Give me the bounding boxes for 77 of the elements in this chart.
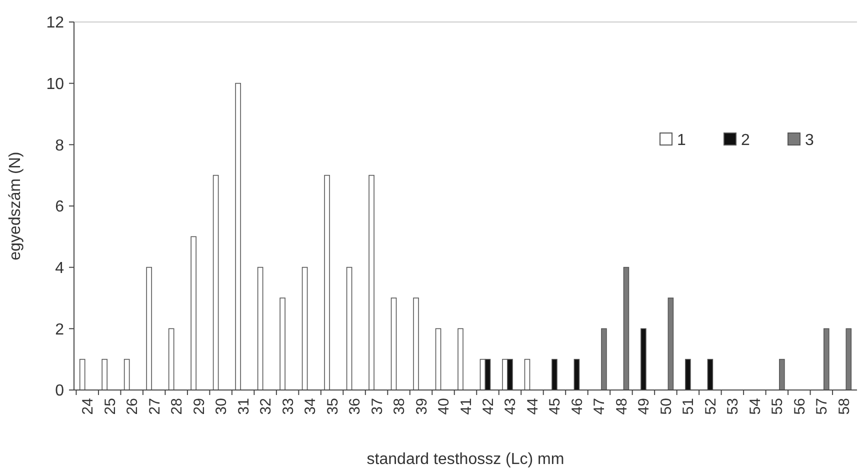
bar bbox=[524, 358, 530, 390]
bar bbox=[146, 266, 152, 390]
x-tick-label: 34 bbox=[302, 398, 320, 415]
x-tick-label: 36 bbox=[346, 398, 364, 415]
y-tick-label: 12 bbox=[46, 14, 64, 32]
bar bbox=[574, 358, 580, 390]
bar bbox=[257, 266, 264, 390]
x-tick-label: 54 bbox=[746, 398, 764, 415]
y-tick-label: 0 bbox=[55, 382, 64, 400]
x-axis-title: standard testhossz (Lc) mm bbox=[366, 451, 564, 468]
x-tick-label: 47 bbox=[591, 398, 608, 415]
bar bbox=[846, 328, 852, 390]
bar bbox=[623, 266, 630, 390]
bar bbox=[413, 298, 419, 390]
bar bbox=[668, 298, 674, 390]
x-tick-label: 37 bbox=[368, 398, 386, 415]
x-tick-label: 29 bbox=[190, 398, 208, 415]
x-tick-label: 35 bbox=[324, 398, 342, 415]
x-tick-label: 28 bbox=[168, 398, 186, 415]
bar bbox=[779, 358, 785, 390]
x-tick-label: 24 bbox=[80, 398, 97, 415]
x-tick-label: 50 bbox=[658, 398, 675, 415]
x-tick-label: 52 bbox=[702, 398, 720, 415]
legend-label: 1 bbox=[677, 132, 686, 149]
bar bbox=[235, 82, 241, 390]
bar bbox=[124, 358, 130, 390]
y-tick-label: 4 bbox=[55, 260, 64, 277]
bar bbox=[368, 174, 374, 390]
x-tick-label: 42 bbox=[480, 398, 497, 415]
x-tick-label: 41 bbox=[458, 398, 475, 415]
x-tick-label: 30 bbox=[213, 398, 230, 415]
bar bbox=[390, 298, 397, 390]
x-tick-label: 45 bbox=[546, 398, 564, 415]
bar bbox=[168, 328, 174, 390]
x-tick-label: 25 bbox=[102, 398, 119, 415]
x-tick-label: 40 bbox=[436, 398, 453, 415]
x-tick-label: 49 bbox=[636, 398, 653, 415]
legend-label: 2 bbox=[741, 132, 750, 149]
x-tick-label: 39 bbox=[413, 398, 430, 415]
bar bbox=[79, 358, 86, 390]
bar bbox=[824, 328, 830, 390]
x-tick-label: 46 bbox=[568, 398, 586, 415]
x-tick-label: 27 bbox=[146, 398, 164, 415]
y-axis-title: egyedszám (N) bbox=[7, 152, 24, 260]
bar bbox=[280, 298, 286, 390]
x-tick-label: 26 bbox=[124, 398, 142, 415]
bar bbox=[346, 266, 352, 390]
x-tick-label: 48 bbox=[613, 398, 630, 415]
bar bbox=[102, 358, 108, 390]
bar bbox=[458, 328, 464, 390]
x-tick-label: 56 bbox=[791, 398, 808, 415]
x-tick-label: 33 bbox=[280, 398, 297, 415]
bar bbox=[190, 236, 196, 390]
x-tick-label: 55 bbox=[769, 398, 786, 415]
bar bbox=[324, 174, 330, 390]
y-tick-label: 2 bbox=[55, 321, 64, 338]
bar bbox=[640, 328, 646, 390]
bar bbox=[212, 174, 219, 390]
bar bbox=[707, 358, 714, 390]
y-tick-label: 10 bbox=[46, 76, 64, 93]
x-tick-label: 38 bbox=[391, 398, 408, 415]
x-tick-label: 51 bbox=[680, 398, 698, 415]
x-tick-label: 31 bbox=[235, 398, 252, 415]
x-tick-label: 32 bbox=[258, 398, 275, 415]
bar bbox=[601, 328, 607, 390]
legend-label: 3 bbox=[805, 132, 814, 149]
x-tick-label: 53 bbox=[724, 398, 742, 415]
bar bbox=[552, 358, 558, 390]
x-tick-label: 57 bbox=[814, 398, 831, 415]
y-tick-label: 6 bbox=[55, 198, 64, 216]
x-tick-label: 43 bbox=[502, 398, 520, 415]
bar bbox=[685, 358, 691, 390]
y-tick-label: 8 bbox=[55, 137, 64, 154]
bar bbox=[302, 266, 308, 390]
x-tick-label: 58 bbox=[836, 398, 853, 415]
x-tick-label: 44 bbox=[524, 398, 542, 415]
bar bbox=[435, 328, 442, 390]
